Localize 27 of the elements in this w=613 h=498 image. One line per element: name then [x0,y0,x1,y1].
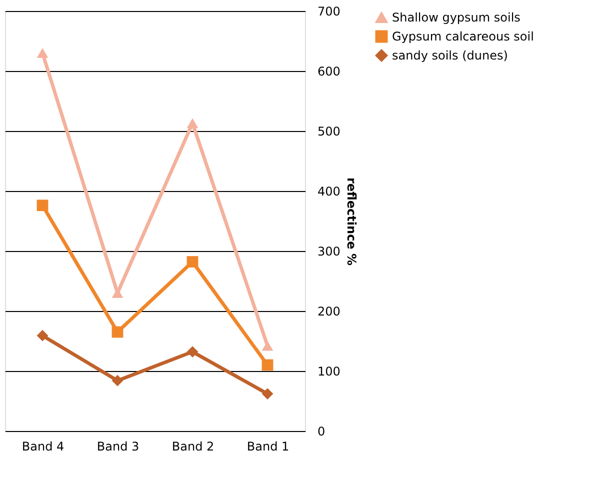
x-tick-label: Band 1 [246,440,290,454]
y-axis-title: reflectince % [344,177,358,266]
point [262,340,274,351]
point [186,346,198,358]
y-tick-label: 500 [318,124,340,138]
x-tick-label: Band 2 [172,440,214,454]
y-tick-label: 400 [318,184,340,198]
point [36,330,48,342]
point [112,326,124,338]
point [262,359,274,371]
y-tick-label: 200 [318,304,340,318]
point [186,256,198,268]
y-tick-label: 100 [318,364,340,378]
point [36,200,48,212]
y-tick-label: 600 [318,64,340,78]
x-tick-label: Band 3 [96,440,140,454]
point [112,374,124,386]
x-tick-label: Band 4 [22,440,64,454]
legend-label: Shallow gypsum soils [392,10,520,24]
point [186,118,198,128]
point [262,388,274,400]
legend-label: Gypsum calcareous soil [392,30,534,44]
y-tick-label: 300 [318,244,340,258]
point [36,48,48,58]
legend-label: sandy soils (dunes) [392,48,508,62]
y-tick-label: 700 [318,4,340,18]
y-tick-label: 0 [318,424,326,438]
